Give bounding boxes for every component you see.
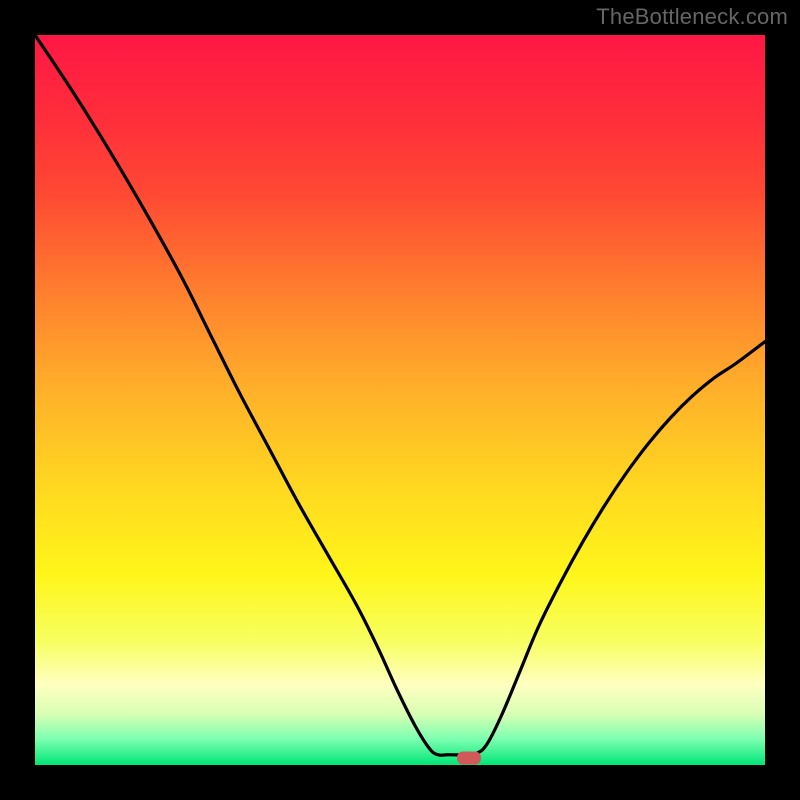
plot-area <box>35 35 765 765</box>
bottleneck-curve <box>35 35 765 765</box>
chart-frame: TheBottleneck.com <box>0 0 800 800</box>
optimal-point-marker <box>457 751 481 764</box>
watermark-text: TheBottleneck.com <box>596 4 788 30</box>
